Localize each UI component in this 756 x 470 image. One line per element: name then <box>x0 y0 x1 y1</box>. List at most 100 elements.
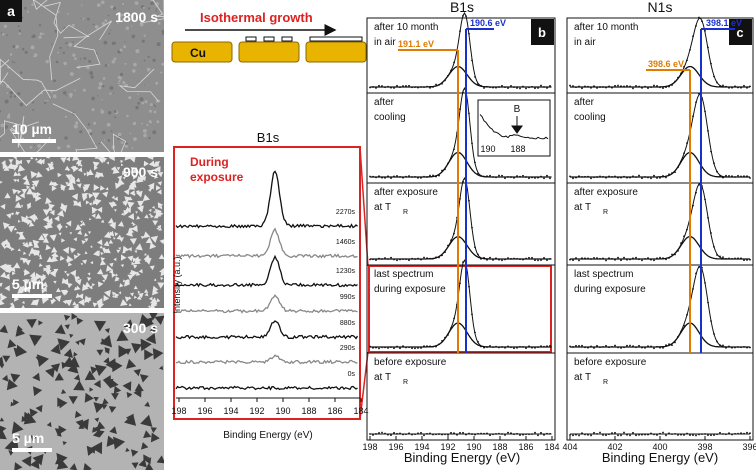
triangle <box>86 171 92 177</box>
texture <box>152 58 156 62</box>
triangle <box>104 347 111 353</box>
triangle <box>114 196 119 201</box>
row-label: after <box>374 97 395 108</box>
triangle <box>105 248 111 254</box>
row-label: at T <box>374 372 391 383</box>
texture <box>51 43 53 45</box>
texture <box>117 22 119 25</box>
texture <box>54 29 58 33</box>
triangle <box>144 317 155 329</box>
triangle <box>22 175 28 181</box>
triangle <box>109 262 114 268</box>
data-point <box>396 84 398 87</box>
peak-label: 398.6 eV <box>648 59 684 69</box>
triangle <box>84 281 91 288</box>
texture <box>113 57 117 61</box>
triangle <box>80 262 83 266</box>
data-point <box>743 259 745 262</box>
triangle <box>107 217 115 224</box>
triangle <box>85 200 90 205</box>
triangle <box>68 178 74 184</box>
triangle <box>38 320 43 326</box>
triangle <box>44 266 51 273</box>
row-label: after exposure <box>574 187 638 198</box>
triangle <box>132 257 138 263</box>
triangle <box>125 279 129 283</box>
triangle <box>30 185 35 191</box>
triangle <box>129 271 132 275</box>
triangle <box>139 374 149 383</box>
data-point <box>435 83 437 86</box>
texture <box>152 130 157 135</box>
triangle <box>122 170 127 176</box>
crack <box>0 59 81 107</box>
texture <box>160 71 163 74</box>
texture <box>71 23 75 27</box>
triangle <box>93 396 99 402</box>
triangle <box>120 264 124 268</box>
triangle <box>123 189 130 196</box>
triangle <box>58 425 67 435</box>
data-point <box>525 87 527 90</box>
triangle <box>58 232 62 236</box>
data-point <box>569 84 571 87</box>
row-label: during exposure <box>374 284 446 295</box>
texture <box>92 23 95 26</box>
data-point <box>450 431 452 434</box>
triangle <box>13 262 21 269</box>
triangle <box>135 211 138 214</box>
spectrum <box>370 235 552 260</box>
x-label: Binding Energy (eV) <box>602 450 718 465</box>
triangle <box>39 158 45 165</box>
triangle <box>74 410 82 419</box>
texture <box>100 110 105 114</box>
texture <box>142 6 145 9</box>
triangle <box>31 180 40 188</box>
triangle <box>69 232 73 235</box>
texture <box>134 1 139 5</box>
texture <box>153 104 155 106</box>
triangle <box>26 160 31 165</box>
triangle <box>97 206 103 213</box>
texture <box>73 124 78 129</box>
triangle <box>4 274 10 280</box>
texture <box>91 108 95 112</box>
triangle <box>64 165 70 171</box>
data-point <box>605 259 607 262</box>
data-point <box>746 431 748 434</box>
spectrum <box>570 322 750 348</box>
triangle <box>30 458 40 470</box>
data-point <box>540 259 542 262</box>
triangle <box>56 452 68 465</box>
texture <box>86 17 90 21</box>
triangle <box>76 183 82 189</box>
texture <box>17 25 20 27</box>
texture <box>141 122 143 125</box>
triangle <box>48 180 54 186</box>
triangle <box>130 269 138 278</box>
triangle <box>56 225 63 232</box>
texture <box>2 33 5 36</box>
texture <box>132 69 136 73</box>
data-point <box>396 259 398 262</box>
texture <box>59 46 62 50</box>
triangle <box>24 259 31 266</box>
triangle <box>150 427 157 433</box>
cu-block <box>171 41 233 63</box>
triangle <box>67 282 73 289</box>
triangle <box>133 295 138 299</box>
triangle <box>1 241 7 247</box>
triangle <box>29 408 38 418</box>
data-point <box>528 177 530 180</box>
triangle <box>141 442 149 450</box>
triangle <box>65 225 68 229</box>
data-point <box>665 434 667 437</box>
triangle <box>92 426 98 433</box>
triangle <box>149 242 157 250</box>
texture <box>107 64 109 66</box>
texture <box>146 67 151 72</box>
triangle <box>49 234 57 242</box>
triangle <box>51 185 57 192</box>
data-point <box>695 434 697 437</box>
texture <box>156 42 161 47</box>
